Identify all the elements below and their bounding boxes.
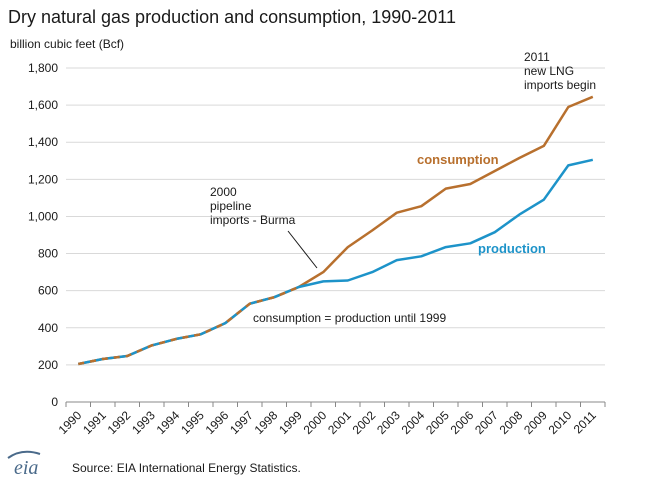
- gridlines: [66, 67, 605, 403]
- y-tick-label: 400: [38, 321, 58, 335]
- eia-logo: eia: [7, 450, 41, 479]
- y-tick-label: 1,400: [28, 135, 58, 149]
- y-axis-unit-label: billion cubic feet (Bcf): [10, 37, 124, 51]
- annotation-2000-line2: pipeline: [210, 199, 252, 213]
- annotation-until-1999: consumption = production until 1999: [253, 311, 446, 325]
- eia-logo-swoosh: [7, 450, 41, 459]
- x-tick-label: 1993: [129, 408, 158, 437]
- y-tick-label: 0: [51, 395, 58, 409]
- x-tick-label: 2000: [301, 408, 330, 437]
- production-line: [78, 158, 594, 366]
- x-tick-label: 1996: [203, 408, 232, 437]
- y-tick-label: 600: [38, 284, 58, 298]
- annotation-2000-line3: imports - Burma: [210, 213, 296, 227]
- x-tick-label: 1994: [154, 408, 183, 437]
- x-tick-label: 2001: [325, 408, 354, 437]
- x-tick-label: 2002: [350, 408, 379, 437]
- x-tick-label: 2009: [521, 408, 550, 437]
- annotation-2011-line2: new LNG: [524, 64, 574, 78]
- x-tick-label: 2006: [448, 408, 477, 437]
- y-tick-label: 1,600: [28, 98, 58, 112]
- x-tick-label: 1990: [56, 408, 85, 437]
- y-tick-label: 1,000: [28, 209, 58, 223]
- source-note: Source: EIA International Energy Statist…: [72, 461, 301, 475]
- annotation-2011-line1: 2011: [524, 50, 550, 64]
- production-series-label: production: [478, 241, 546, 256]
- x-tick-label: 1998: [252, 408, 281, 437]
- x-tick-label: 2010: [546, 408, 575, 437]
- chart-title: Dry natural gas production and consumpti…: [8, 7, 456, 27]
- consumption-overlap-line: [78, 285, 300, 366]
- x-tick-label: 1992: [105, 408, 134, 437]
- y-tick-label: 1,200: [28, 172, 58, 186]
- y-tick-label: 200: [38, 358, 58, 372]
- x-tick-label: 2005: [423, 408, 452, 437]
- annotation-2000-line1: 2000: [210, 185, 237, 199]
- x-tick-label: 2011: [571, 408, 599, 436]
- x-axis-ticks: 1990199119921993199419951996199719981999…: [56, 402, 606, 437]
- x-tick-label: 2004: [399, 408, 428, 437]
- y-axis-ticks: 0 200 400 600 800 1,000 1,200 1,400 1,600 1,800: [28, 61, 58, 409]
- annotation-2000-leader-line: [287, 230, 318, 269]
- consumption-series-label: consumption: [417, 152, 499, 167]
- x-tick-label: 1995: [178, 408, 207, 437]
- annotation-2011-line3: imports begin: [524, 78, 596, 92]
- x-tick-label: 1997: [227, 408, 256, 437]
- y-tick-label: 800: [38, 247, 58, 261]
- series-lines: [78, 95, 594, 366]
- x-tick-label: 1991: [80, 408, 109, 437]
- eia-logo-text: eia: [14, 457, 38, 479]
- x-tick-label: 1999: [276, 408, 305, 437]
- y-tick-label: 1,800: [28, 61, 58, 75]
- x-tick-label: 2007: [472, 408, 501, 437]
- x-tick-label: 2003: [374, 408, 403, 437]
- x-tick-label: 2008: [497, 408, 526, 437]
